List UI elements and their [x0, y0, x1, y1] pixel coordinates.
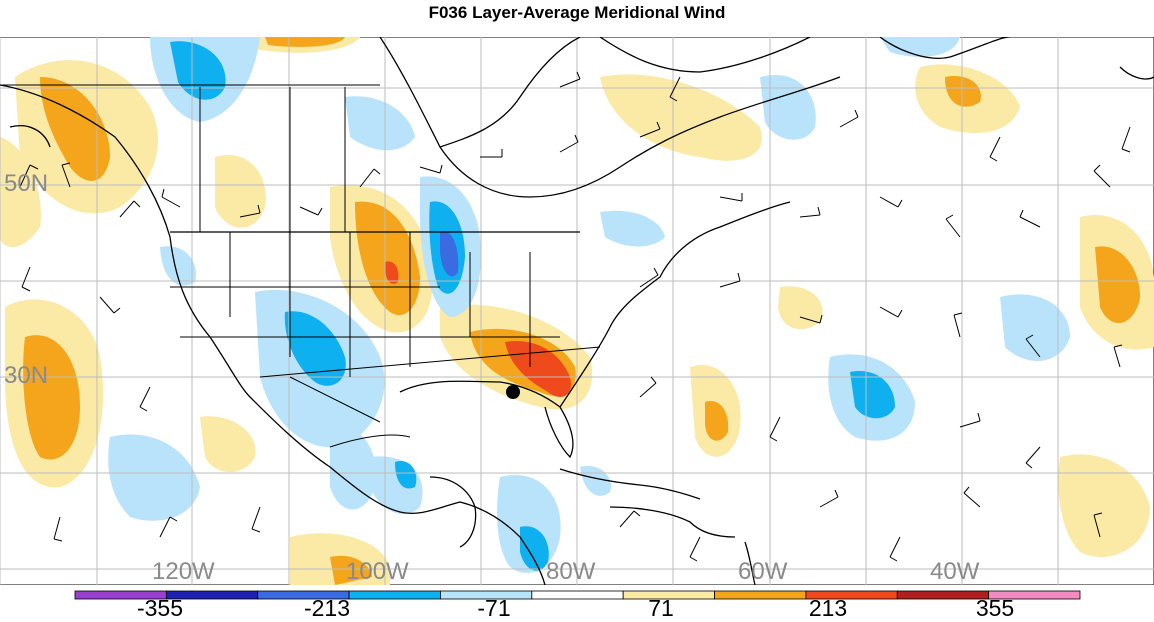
strong-negative-regions: [440, 231, 459, 277]
lon-label-40w: 40W: [930, 558, 980, 585]
colorbar-label-neg355: -355: [136, 595, 184, 621]
colorbar-swatch: [988, 590, 1081, 600]
colorbar-label-neg71: -71: [477, 595, 511, 621]
colorbar-swatch: [531, 590, 624, 600]
storm-center-marker: [506, 385, 520, 399]
lon-label-80w: 80W: [546, 558, 596, 585]
colorbar-label-355: 355: [975, 595, 1015, 621]
lon-label-120w: 120W: [152, 558, 215, 585]
colorbar-swatch: [348, 590, 441, 600]
lon-label-60w: 60W: [738, 558, 788, 585]
lat-lon-grid: [0, 37, 1154, 585]
state-boundaries: [0, 84, 601, 448]
colorbar-label-213: 213: [808, 595, 848, 621]
colorbar-label-neg213: -213: [303, 595, 351, 621]
map-title: F036 Layer-Average Meridional Wind: [428, 3, 726, 22]
colorbar-label-71: 71: [648, 595, 674, 621]
colorbar: [74, 590, 1081, 600]
lon-label-100w: 100W: [346, 558, 409, 585]
lat-label-50n: 50N: [4, 170, 49, 197]
wind-barbs: [19, 71, 1131, 562]
colorbar-swatch: [714, 590, 807, 600]
lat-label-30n: 30N: [4, 362, 49, 389]
coastlines-and-borders: [0, 37, 1154, 585]
wind-map: [0, 37, 1154, 585]
strong-positive-regions: [384, 261, 571, 397]
